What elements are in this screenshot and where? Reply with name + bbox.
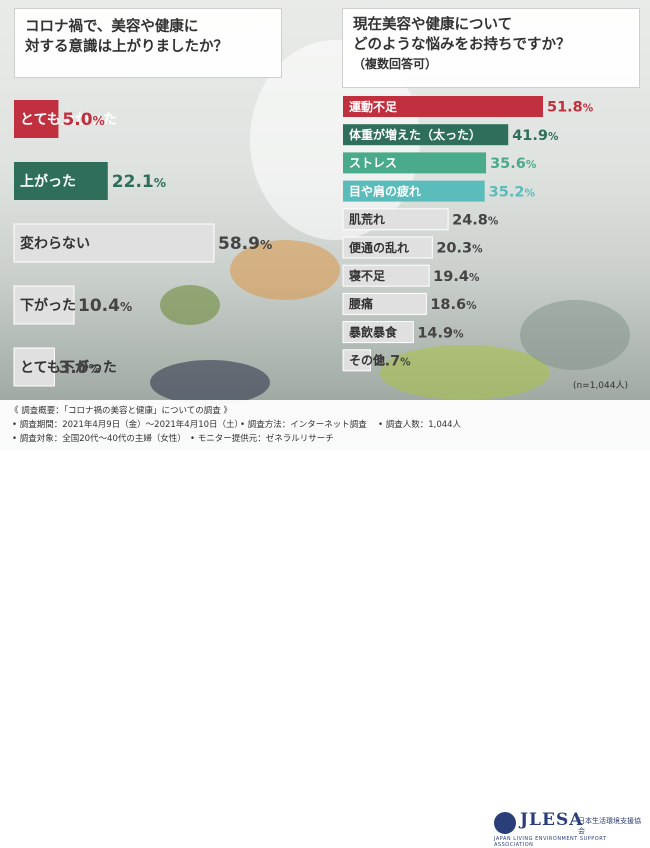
- bar-label-0-1: 上がった: [20, 173, 76, 190]
- question2-line3: （複数回答可）: [353, 56, 438, 71]
- bar-label-0-3: 下がった: [20, 297, 76, 314]
- monitor-provider: • モニター提供元：ゼネラルリサーチ: [190, 434, 334, 444]
- bar-label-1-5: 便通の乱れ: [349, 240, 409, 255]
- bar-label-1-9: その他: [349, 353, 385, 368]
- bar-1-4: [342, 208, 449, 231]
- value-label-1-6: 19.4%: [433, 269, 480, 285]
- survey-method: • 調査方法：インターネット調査: [240, 420, 367, 430]
- bar-0-0: [14, 100, 59, 138]
- berries-shape: [150, 360, 270, 405]
- question2-line1: 現在美容や健康について: [353, 17, 513, 33]
- bar-label-1-8: 暴飲暴食: [348, 324, 398, 339]
- value-label-1-1: 41.9%: [512, 128, 559, 144]
- value-label-1-3: 35.2%: [489, 184, 536, 200]
- question1-box: コロナ禍で、美容や健康に 対する意識は上がりましたか？: [14, 8, 282, 78]
- value-label-0-1: 22.1%: [112, 172, 166, 192]
- bar-label-1-3: 目や肩の疲れ: [349, 183, 421, 198]
- bar-label-1-4: 肌荒れ: [348, 212, 385, 227]
- bar-1-0: [343, 96, 543, 117]
- respondents-note: (n=1,044人): [572, 381, 628, 391]
- value-label-1-5: 20.3%: [436, 241, 483, 257]
- lesa-logo: JLESA 日本生活環境支援協会 JAPAN LIVING ENVIRONMEN…: [494, 810, 644, 848]
- bar-label-1-6: 寝不足: [349, 268, 385, 283]
- value-label-1-4: 24.8%: [452, 213, 499, 229]
- logo-name: JLESA: [520, 810, 584, 830]
- grapes-shape: [380, 345, 550, 400]
- bar-1-6: [342, 264, 430, 287]
- plate-shape: [520, 300, 630, 370]
- bar-0-4: [13, 347, 55, 387]
- footer: 《 調査概要：「コロナ禍の美容と健康」についての調査 》 • 調査期間：2021…: [0, 400, 650, 848]
- bar-1-5: [342, 236, 433, 259]
- bar-1-7: [342, 292, 427, 315]
- bar-1-8: [342, 321, 414, 344]
- value-label-0-0: 5.0%: [62, 110, 104, 130]
- question2-box: 現在美容や健康について どのような悩みをお持ちですか？ （複数回答可）: [342, 8, 640, 88]
- bar-label-1-1: 体重が増えた（太った）: [349, 127, 481, 142]
- survey-outline: 《 調査概要：「コロナ禍の美容と健康」についての調査 》: [10, 406, 232, 416]
- value-label-0-3: 10.4%: [78, 296, 132, 316]
- bar-label-1-7: 腰痛: [348, 296, 373, 311]
- value-label-1-0: 51.8%: [547, 100, 594, 116]
- bar-1-9: [342, 349, 371, 372]
- bar-0-2: [13, 223, 215, 263]
- question1-line1: コロナ禍で、美容や健康に: [25, 19, 199, 35]
- survey-count: • 調査人数：1,044人: [378, 420, 462, 430]
- value-label-0-2: 58.9%: [218, 234, 272, 254]
- bar-label-1-0: 運動不足: [349, 99, 397, 114]
- logo-mark: [494, 812, 516, 834]
- bar-1-2: [343, 152, 487, 174]
- bar-1-3: [343, 180, 485, 202]
- logo-jp: 日本生活環境支援協会: [578, 817, 641, 835]
- value-label-1-8: 14.9%: [417, 325, 464, 341]
- question1-line2: 対する意識は上がりましたか？: [25, 39, 228, 56]
- value-label-1-9: 2.7%: [374, 354, 411, 370]
- bar-label-0-0: とても上がった: [20, 111, 117, 128]
- logo-en: JAPAN LIVING ENVIRONMENT SUPPORT ASSOCIA…: [494, 836, 607, 848]
- bar-label-0-4: とても下がった: [20, 359, 117, 376]
- bar-0-1: [14, 162, 108, 200]
- value-label-1-2: 35.6%: [490, 156, 537, 172]
- bar-label-1-2: ストレス: [349, 156, 397, 170]
- question2-line2: どのような悩みをお持ちですか？: [353, 37, 571, 54]
- bar-1-1: [343, 124, 509, 146]
- survey-period: • 調査期間：2021年4月9日（金）～2021年4月10日（土）: [12, 420, 244, 430]
- bar-0-3: [13, 285, 75, 325]
- value-label-1-7: 18.6%: [430, 297, 477, 313]
- bar-label-0-2: 変わらない: [20, 235, 90, 252]
- kiwi-shape: [160, 285, 220, 325]
- survey-target: • 調査対象：全国20代～40代の主婦（女性）: [12, 434, 186, 444]
- food-plate-shape: [230, 240, 340, 300]
- value-label-0-4: 3.6%: [58, 358, 100, 378]
